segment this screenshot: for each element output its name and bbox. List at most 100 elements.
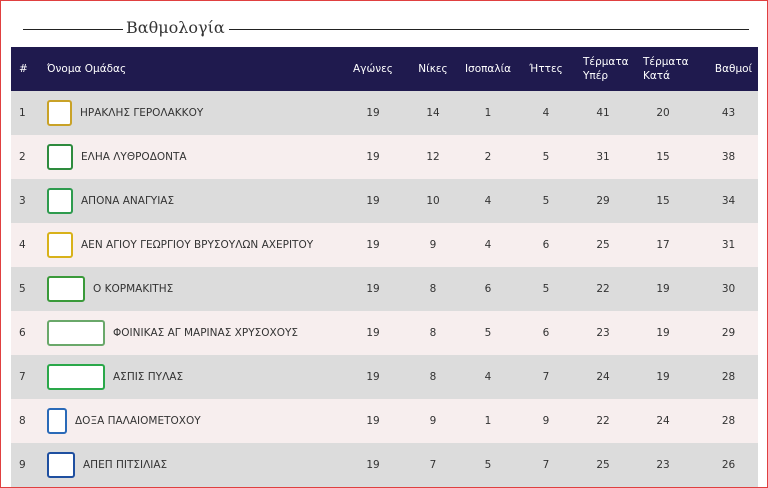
table-cell: 15	[656, 195, 670, 207]
table-cell: 31	[721, 239, 736, 251]
table-cell: 6	[542, 327, 550, 339]
table-cell: 6	[542, 239, 550, 251]
table-cell: 8	[19, 415, 26, 427]
table-cell: 5	[484, 459, 492, 471]
table-cell: 34	[721, 195, 736, 207]
team-logo	[47, 188, 73, 214]
table-cell: 19	[656, 371, 670, 383]
table-row	[11, 267, 758, 311]
title-rule	[229, 29, 749, 30]
column-header: Τέρματα Κατά	[643, 56, 689, 82]
table-row	[11, 399, 758, 443]
table-row	[11, 179, 758, 223]
table-cell: 8	[429, 327, 437, 339]
column-header: Τέρματα Υπέρ	[583, 56, 629, 82]
column-header: Αγώνες	[353, 63, 393, 75]
team-name: Ο ΚΟΡΜΑΚΙΤΗΣ	[93, 283, 174, 295]
table-row	[11, 443, 758, 487]
table-cell: 4	[19, 239, 26, 251]
table-cell: 2	[484, 151, 492, 163]
table-row	[11, 223, 758, 267]
table-cell: 4	[484, 371, 492, 383]
table-cell: 7	[542, 371, 550, 383]
table-cell: 9	[542, 415, 550, 427]
table-cell: 6	[484, 283, 492, 295]
table-cell: 25	[596, 239, 610, 251]
table-cell: 12	[426, 151, 440, 163]
table-cell: 29	[596, 195, 610, 207]
title-rule	[23, 29, 123, 30]
table-cell: 19	[656, 327, 670, 339]
table-cell: 19	[366, 283, 380, 295]
table-cell: 23	[656, 459, 670, 471]
team-name: ΔΟΞΑ ΠΑΛΑΙΟΜΕΤΟΧΟΥ	[75, 415, 201, 427]
column-header: Ήττες	[529, 63, 563, 75]
team-name: ΑΕΝ ΑΓΙΟΥ ΓΕΩΡΓΙΟΥ ΒΡΥΣΟΥΛΩΝ ΑΧΕΡΙΤΟΥ	[81, 239, 314, 251]
table-cell: 29	[721, 327, 736, 339]
team-name: ΑΣΠΙΣ ΠΥΛΑΣ	[113, 371, 184, 383]
table-cell: 19	[366, 459, 380, 471]
table-cell: 9	[19, 459, 26, 471]
table-cell: 3	[19, 195, 26, 207]
team-name: ΑΠΟΝΑ ΑΝΑΓΥΙΑΣ	[81, 195, 175, 207]
table-cell: 5	[542, 283, 550, 295]
team-logo	[47, 320, 105, 346]
team-name: ΑΠΕΠ ΠΙΤΣΙΛΙΑΣ	[83, 459, 168, 471]
team-logo	[47, 452, 75, 478]
table-cell: 19	[656, 283, 670, 295]
table-cell: 1	[484, 107, 492, 119]
table-cell: 5	[19, 283, 26, 295]
table-cell: 38	[721, 151, 736, 163]
team-logo	[47, 364, 105, 390]
table-cell: 17	[656, 239, 670, 251]
table-cell: 7	[542, 459, 550, 471]
table-cell: 19	[366, 151, 380, 163]
table-cell: 19	[366, 195, 380, 207]
team-logo	[47, 276, 85, 302]
table-cell: 6	[19, 327, 26, 339]
table-cell: 9	[429, 239, 437, 251]
team-logo	[47, 408, 67, 434]
table-cell: 23	[596, 327, 610, 339]
table-cell: 19	[366, 327, 380, 339]
column-header: Βαθμοί	[714, 63, 753, 75]
column-header: #	[19, 63, 28, 75]
table-cell: 26	[721, 459, 736, 471]
table-cell: 24	[596, 371, 610, 383]
table-cell: 22	[596, 415, 610, 427]
team-logo	[47, 232, 73, 258]
table-cell: 4	[484, 195, 492, 207]
table-cell: 28	[721, 415, 736, 427]
table-cell: 19	[366, 239, 380, 251]
table-cell: 9	[429, 415, 437, 427]
table-cell: 30	[721, 283, 736, 295]
table-cell: 8	[429, 371, 437, 383]
table-cell: 1	[19, 107, 26, 119]
table-cell: 5	[484, 327, 492, 339]
table-cell: 22	[596, 283, 610, 295]
table-row	[11, 311, 758, 355]
table-header	[11, 47, 758, 91]
table-cell: 14	[426, 107, 440, 119]
table-cell: 19	[366, 107, 380, 119]
table-row	[11, 135, 758, 179]
table-cell: 41	[596, 107, 610, 119]
title: Βαθμολογία	[126, 18, 225, 37]
table-cell: 25	[596, 459, 610, 471]
table-cell: 4	[484, 239, 492, 251]
table-cell: 31	[596, 151, 610, 163]
team-name: ΕΛΗΑ ΛΥΘΡΟΔΟΝΤΑ	[81, 151, 187, 163]
table-cell: 24	[656, 415, 670, 427]
table-cell: 5	[542, 195, 550, 207]
team-name: ΦΟΙΝΙΚΑΣ ΑΓ ΜΑΡΙΝΑΣ ΧΡΥΣΟΧΟΥΣ	[113, 327, 299, 339]
table-cell: 19	[366, 415, 380, 427]
table-cell: 10	[426, 195, 440, 207]
team-name: ΗΡΑΚΛΗΣ ΓΕΡΟΛΑΚΚΟΥ	[80, 107, 204, 119]
table-cell: 5	[542, 151, 550, 163]
table-cell: 8	[429, 283, 437, 295]
table-cell: 15	[656, 151, 670, 163]
table-cell: 4	[542, 107, 550, 119]
table-cell: 20	[656, 107, 670, 119]
column-header: Ισοπαλία	[464, 63, 512, 75]
